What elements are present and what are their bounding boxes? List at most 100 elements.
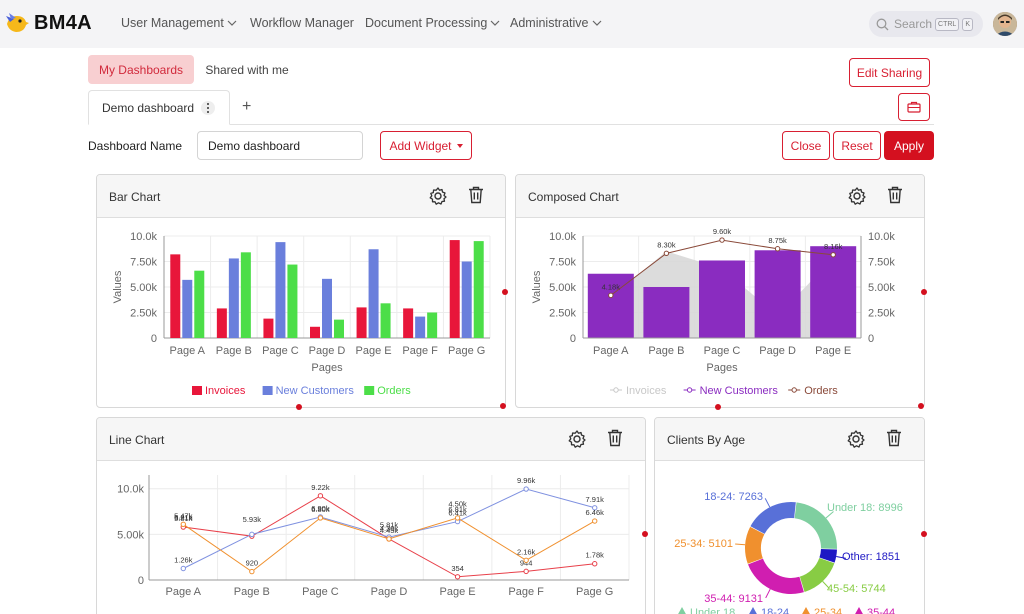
- resize-handle[interactable]: [642, 531, 648, 537]
- kbd-ctrl: CTRL: [935, 17, 960, 31]
- gear-icon[interactable]: [428, 186, 448, 206]
- x-tick-label: Page C: [262, 345, 299, 357]
- label-leader: [765, 588, 771, 599]
- legend-swatch: [678, 607, 686, 614]
- edit-sharing-button[interactable]: Edit Sharing: [849, 58, 930, 87]
- bar: [263, 318, 274, 338]
- line-point: [523, 486, 529, 492]
- nav-label: User Management: [121, 16, 224, 30]
- resize-handle[interactable]: [502, 289, 508, 295]
- y-tick-label: 5.00k: [130, 282, 157, 294]
- toolbox-button[interactable]: [898, 93, 930, 121]
- y-tick-label: 5.00k: [549, 282, 576, 294]
- add-widget-label: Add Widget: [389, 138, 452, 153]
- line-point: [180, 565, 186, 572]
- nav-workflow-manager[interactable]: Workflow Manager: [250, 16, 354, 30]
- bar: [403, 308, 414, 338]
- bar: [170, 254, 181, 338]
- y-tick-label: 0: [138, 575, 144, 587]
- x-tick-label: Page G: [448, 345, 485, 357]
- tab-my-dashboards[interactable]: My Dashboards: [88, 55, 194, 84]
- y2-tick-label: 2.50k: [868, 308, 895, 320]
- trash-icon[interactable]: [468, 186, 484, 204]
- add-tab-button[interactable]: +: [242, 98, 252, 115]
- chevron-down-icon: [227, 20, 237, 26]
- resize-handle[interactable]: [500, 403, 506, 409]
- dashboard-name-input[interactable]: Demo dashboard: [197, 131, 363, 160]
- gear-icon[interactable]: [567, 429, 587, 449]
- resize-handle[interactable]: [715, 404, 721, 410]
- widget-header: Composed Chart: [516, 175, 924, 218]
- widget-bar-chart[interactable]: Bar Chart 0 2.50k 5.00k 7.50k 10.0k Page A Pag…: [96, 174, 506, 408]
- label-leader: [825, 511, 834, 519]
- user-avatar[interactable]: [993, 12, 1017, 36]
- tab-shared-with-me[interactable]: Shared with me: [205, 62, 289, 77]
- data-label: 920: [246, 559, 259, 568]
- apply-button[interactable]: Apply: [884, 131, 934, 160]
- line-point: [180, 521, 186, 528]
- gear-icon[interactable]: [846, 429, 866, 449]
- tabs-divider: [88, 124, 934, 125]
- y2-tick-label: 10.0k: [868, 231, 895, 243]
- bar: [356, 307, 367, 338]
- legend-label: Under 18: [690, 607, 735, 614]
- line-point: [592, 561, 598, 567]
- resize-handle[interactable]: [296, 404, 302, 410]
- y-tick-label: 5.00k: [117, 529, 144, 541]
- donut-slice: [748, 558, 804, 594]
- x-tick-label: Page B: [216, 345, 252, 357]
- reset-button[interactable]: Reset: [833, 131, 881, 160]
- widget-clients-by-age[interactable]: Clients By Age Under 18: 8996 Other: 1851…: [654, 417, 925, 614]
- widget-line-chart[interactable]: Line Chart 05.00k10.0k5.81k9.22k3549441.…: [96, 417, 646, 614]
- bar: [287, 264, 298, 338]
- search-box[interactable]: Search CTRL K: [869, 11, 983, 37]
- legend-swatch: [855, 607, 863, 614]
- bar: [415, 316, 426, 338]
- data-label: 1.78k: [586, 551, 605, 560]
- trash-icon[interactable]: [607, 429, 623, 447]
- dashboard-tab[interactable]: Demo dashboard: [88, 90, 230, 125]
- app-logo[interactable]: BM4A: [4, 10, 92, 36]
- line-point: [454, 515, 461, 521]
- x-tick-label: Page E: [356, 345, 392, 357]
- nav-administrative[interactable]: Administrative: [510, 16, 602, 30]
- slice-label: Under 18: 8996: [827, 502, 903, 514]
- chevron-down-icon: [490, 20, 500, 26]
- line-point: [317, 493, 324, 499]
- trash-icon[interactable]: [887, 186, 903, 204]
- line-point: [317, 515, 324, 521]
- bar: [240, 252, 251, 338]
- data-label: 6.21k: [174, 513, 193, 522]
- trash-icon[interactable]: [886, 429, 902, 447]
- data-label: 6.90k: [311, 504, 330, 513]
- legend-label: 18-24: [761, 607, 789, 614]
- data-label: 6.81k: [448, 505, 467, 514]
- data-label: 6.46k: [586, 508, 605, 517]
- x-axis-title: Pages: [706, 362, 738, 374]
- data-label: 8.30k: [657, 240, 676, 249]
- more-vertical-icon[interactable]: [201, 101, 215, 115]
- y-tick-label: 0: [570, 333, 576, 345]
- data-label: 7.91k: [586, 495, 605, 504]
- nav-user-management[interactable]: User Management: [121, 16, 237, 30]
- gear-icon[interactable]: [847, 186, 867, 206]
- data-label: 4.30k: [380, 524, 399, 533]
- x-tick-label: Page D: [309, 345, 346, 357]
- data-label: 9.96k: [517, 476, 536, 485]
- x-axis-title: Pages: [311, 362, 343, 374]
- add-widget-button[interactable]: Add Widget: [380, 131, 472, 160]
- resize-handle[interactable]: [918, 403, 924, 409]
- data-label: 5.47k: [174, 511, 193, 520]
- line-point: [386, 536, 392, 542]
- nav-document-processing[interactable]: Document Processing: [365, 16, 500, 30]
- bar-chart-svg: 0 2.50k 5.00k 7.50k 10.0k Page A Page B Page C P…: [112, 231, 491, 397]
- legend-swatch: [192, 386, 202, 395]
- widget-composed-chart[interactable]: Composed Chart 0 0 2.50k 2.50k 5.00k 5.00k 7.5…: [515, 174, 925, 408]
- resize-handle[interactable]: [921, 289, 927, 295]
- bar: [473, 241, 484, 338]
- bar: [449, 240, 460, 338]
- widget-title: Clients By Age: [667, 433, 746, 447]
- x-tick-label: Page C: [302, 586, 339, 598]
- resize-handle[interactable]: [921, 531, 927, 537]
- close-button[interactable]: Close: [782, 131, 830, 160]
